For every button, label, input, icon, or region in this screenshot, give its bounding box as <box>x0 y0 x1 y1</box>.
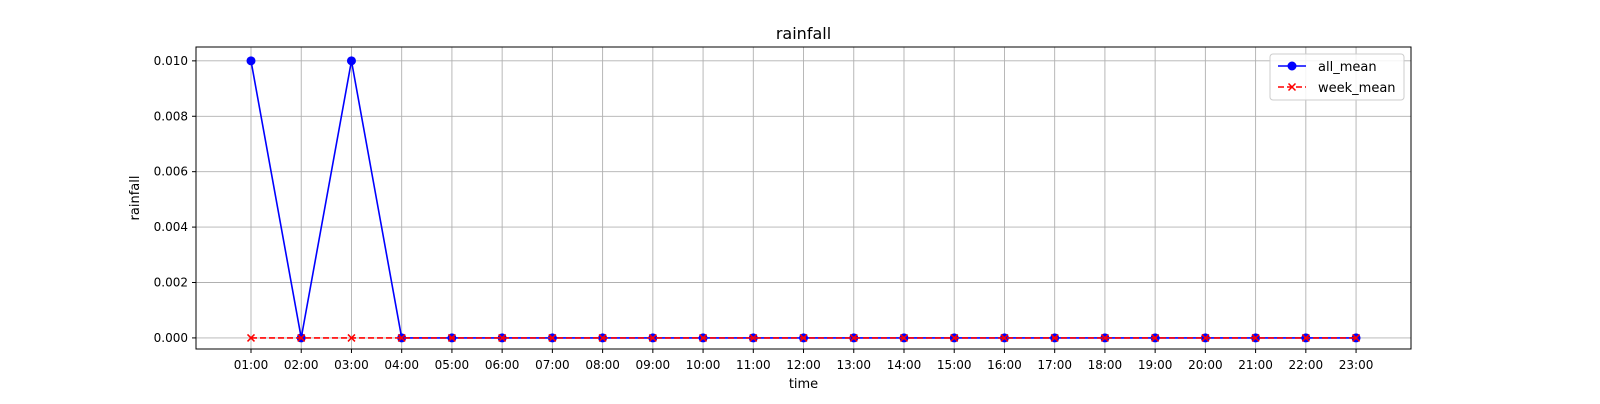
data-point-week_mean <box>397 333 406 342</box>
legend-swatch-marker <box>1287 61 1297 71</box>
data-point-week_mean <box>498 333 507 342</box>
x-tick-label: 04:00 <box>384 358 419 372</box>
x-tick-label: 21:00 <box>1238 358 1273 372</box>
data-point-week_mean-stroke <box>397 333 406 342</box>
data-point-week_mean <box>899 333 909 342</box>
x-tick-label: 18:00 <box>1088 358 1123 372</box>
data-point-week_mean-stroke <box>598 333 607 342</box>
data-point-week_mean-stroke <box>1050 333 1059 342</box>
x-axis-label: time <box>789 377 818 392</box>
data-point-all_mean <box>346 56 356 66</box>
data-point-week_mean <box>1251 333 1260 342</box>
data-point-week_mean-stroke <box>1000 333 1009 342</box>
x-tick-label: 10:00 <box>686 358 721 372</box>
data-point-all_mean <box>246 56 256 66</box>
x-tick-label: 17:00 <box>1037 358 1072 372</box>
data-point-week_mean <box>1352 333 1361 342</box>
x-tick-label: 05:00 <box>435 358 470 372</box>
data-point-week_mean <box>648 333 657 342</box>
x-axis: 01:00 02:00 03:00 04:00 05:00 06:00 07:00 08:00… <box>234 349 1374 372</box>
x-tick-label: 03:00 <box>334 358 369 372</box>
data-point-week_mean-stroke <box>1151 333 1160 342</box>
data-point-week_mean-stroke <box>246 333 256 342</box>
data-point-week_mean <box>950 333 959 342</box>
data-point-week_mean-stroke <box>498 333 507 342</box>
y-tick-label: 0.006 <box>154 165 188 179</box>
data-point-week_mean <box>297 333 306 342</box>
data-point-week_mean <box>1100 333 1109 342</box>
y-tick-label: 0.000 <box>154 331 188 345</box>
data-point-week_mean-stroke <box>648 333 657 342</box>
data-point-week_mean <box>1301 333 1310 342</box>
x-tick-label: 01:00 <box>234 358 269 372</box>
data-point-week_mean <box>598 333 607 342</box>
x-tick-label: 15:00 <box>937 358 972 372</box>
data-point-week_mean <box>849 333 858 342</box>
y-tick-label: 0.002 <box>154 276 188 290</box>
legend-swatch-marker <box>1287 82 1297 92</box>
series-week_mean <box>246 333 1361 342</box>
data-point-week_mean-stroke <box>297 333 306 342</box>
data-point-week_mean <box>1151 333 1160 342</box>
data-point-week_mean-stroke <box>1352 333 1361 342</box>
x-tick-label: 12:00 <box>786 358 821 372</box>
x-tick-label: 02:00 <box>284 358 319 372</box>
x-tick-label: 13:00 <box>836 358 871 372</box>
data-point-week_mean <box>347 333 356 342</box>
x-tick-label: 16:00 <box>987 358 1022 372</box>
data-point-week_mean-stroke <box>749 333 758 342</box>
data-point-week_mean-stroke <box>899 333 909 342</box>
x-tick-label: 09:00 <box>636 358 671 372</box>
x-tick-label: 08:00 <box>585 358 620 372</box>
data-point-week_mean-stroke <box>849 333 858 342</box>
y-tick-label: 0.004 <box>154 220 188 234</box>
x-tick-label: 11:00 <box>736 358 771 372</box>
data-point-week_mean-stroke <box>1201 333 1210 342</box>
x-tick-label: 20:00 <box>1188 358 1223 372</box>
data-point-week_mean-stroke <box>447 333 456 342</box>
data-point-week_mean <box>1201 333 1210 342</box>
legend: all_mean week_mean <box>1269 53 1405 101</box>
x-tick-label: 07:00 <box>535 358 570 372</box>
data-point-week_mean <box>548 333 557 342</box>
x-tick-label: 19:00 <box>1138 358 1173 372</box>
y-tick-label: 0.010 <box>154 54 188 68</box>
y-axis-label: rainfall <box>128 176 143 221</box>
x-tick-label: 14:00 <box>887 358 922 372</box>
data-point-week_mean <box>1000 333 1009 342</box>
data-point-week_mean <box>246 333 256 342</box>
legend-swatch-marker-stroke <box>1287 82 1297 92</box>
data-point-week_mean <box>799 333 808 342</box>
data-point-week_mean <box>699 333 708 342</box>
legend-label: week_mean <box>1318 81 1396 96</box>
data-point-week_mean-stroke <box>347 333 356 342</box>
data-point-week_mean <box>447 333 456 342</box>
data-point-week_mean-stroke <box>799 333 808 342</box>
data-point-week_mean <box>1050 333 1059 342</box>
x-tick-label: 22:00 <box>1289 358 1324 372</box>
y-axis: 0.000 0.002 0.004 0.006 0.008 0.010 <box>154 54 196 345</box>
x-tick-label: 23:00 <box>1339 358 1374 372</box>
legend-entry-all_mean: all_mean <box>1278 60 1377 75</box>
data-point-week_mean-stroke <box>1100 333 1109 342</box>
data-point-week_mean-stroke <box>699 333 708 342</box>
grid-layer <box>196 47 1411 349</box>
chart-title: rainfall <box>776 24 831 43</box>
data-point-week_mean-stroke <box>1301 333 1310 342</box>
data-point-week_mean-stroke <box>950 333 959 342</box>
data-point-week_mean-stroke <box>548 333 557 342</box>
data-point-week_mean-stroke <box>1251 333 1260 342</box>
legend-entry-week_mean: week_mean <box>1278 81 1396 96</box>
x-tick-label: 06:00 <box>485 358 520 372</box>
legend-label: all_mean <box>1318 60 1377 75</box>
series-layer <box>246 56 1361 343</box>
data-point-week_mean <box>749 333 758 342</box>
y-tick-label: 0.008 <box>154 109 188 123</box>
